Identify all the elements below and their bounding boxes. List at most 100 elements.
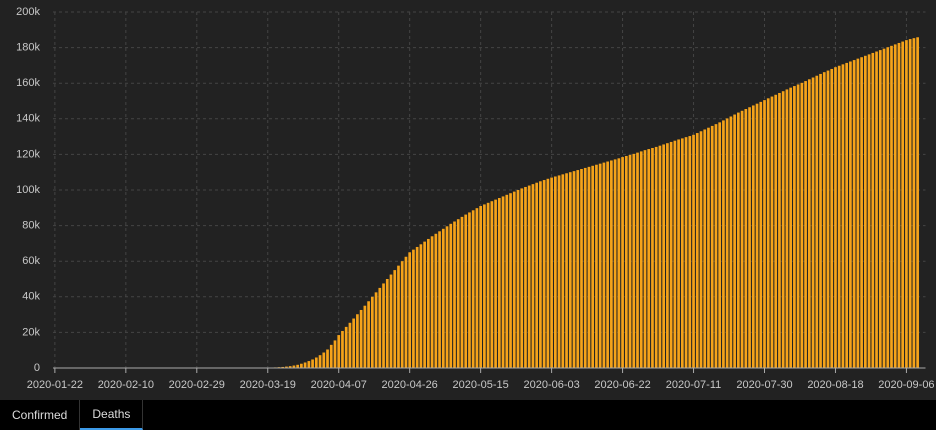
bar <box>326 349 329 368</box>
y-tick-label: 20k <box>22 326 40 338</box>
x-tick-label: 2020-04-07 <box>311 379 367 391</box>
bar <box>598 163 602 368</box>
bar <box>804 81 807 369</box>
bar <box>565 173 568 368</box>
bar <box>793 86 796 368</box>
bar <box>576 170 580 368</box>
y-tick-label: 180k <box>16 42 40 54</box>
y-tick-label: 100k <box>16 184 40 196</box>
bar <box>916 37 919 368</box>
bar <box>438 231 441 368</box>
bar <box>494 199 497 368</box>
bar <box>733 114 736 368</box>
bar <box>875 51 878 369</box>
bar <box>606 161 609 368</box>
bar <box>490 201 494 368</box>
bar <box>486 202 490 368</box>
bar <box>337 335 341 368</box>
bar <box>680 138 684 368</box>
bar <box>837 65 841 369</box>
bar <box>692 134 695 368</box>
bar <box>460 216 464 368</box>
bar <box>912 38 916 368</box>
bar <box>475 208 479 368</box>
bar <box>602 162 606 368</box>
bar <box>849 61 852 368</box>
y-tick-label: 140k <box>16 113 40 125</box>
bar <box>759 101 763 368</box>
bar <box>707 127 710 368</box>
bar <box>568 172 572 368</box>
bar <box>830 68 834 369</box>
bar <box>423 241 426 368</box>
bar <box>878 50 882 368</box>
bar <box>785 89 789 369</box>
y-tick-label: 160k <box>16 77 40 89</box>
bar <box>471 210 475 368</box>
tab[interactable]: Confirmed <box>0 400 81 430</box>
bar <box>374 292 378 368</box>
bar <box>356 314 359 368</box>
bar <box>505 194 509 368</box>
bar <box>370 296 374 368</box>
bar <box>453 221 456 368</box>
bar <box>441 228 445 368</box>
bar <box>497 198 501 368</box>
bar <box>662 144 666 368</box>
bar <box>669 141 673 368</box>
bar <box>815 75 819 368</box>
bar <box>378 287 382 368</box>
bar <box>778 92 781 369</box>
bar <box>445 226 449 368</box>
bar <box>311 359 314 368</box>
y-tick-label: 80k <box>22 220 40 232</box>
bar <box>367 301 370 368</box>
bar <box>341 330 344 368</box>
bar <box>703 129 707 368</box>
x-tick-label: 2020-06-03 <box>523 379 579 391</box>
bar <box>509 193 512 368</box>
bar <box>412 249 415 368</box>
tab[interactable]: Deaths <box>80 400 144 430</box>
bar <box>722 120 725 368</box>
y-tick-label: 0 <box>34 362 40 374</box>
bar <box>740 110 744 368</box>
bar <box>550 177 553 368</box>
x-tick-label: 2020-04-26 <box>382 379 438 391</box>
bar <box>333 340 337 368</box>
bar <box>531 184 535 368</box>
bar <box>755 103 759 369</box>
bar <box>748 107 751 368</box>
bar <box>427 238 430 368</box>
bar <box>430 236 434 368</box>
bar <box>468 212 471 368</box>
bar <box>501 196 505 368</box>
bar <box>822 72 826 368</box>
bar <box>863 55 867 369</box>
bar <box>580 168 583 368</box>
bar <box>654 146 658 368</box>
bar <box>639 151 643 368</box>
bar <box>871 52 875 368</box>
bar <box>643 150 647 368</box>
bar <box>397 265 400 368</box>
bar <box>613 159 617 368</box>
bar <box>789 87 792 369</box>
bar <box>890 45 893 368</box>
bar <box>856 58 860 369</box>
bar <box>807 79 811 368</box>
bar <box>737 112 740 368</box>
bar <box>673 140 677 368</box>
bar <box>636 152 639 368</box>
x-tick-label: 2020-02-10 <box>98 379 154 391</box>
bar <box>718 122 722 368</box>
bar <box>527 185 531 368</box>
bar <box>329 344 333 368</box>
bar <box>796 84 800 369</box>
bar <box>303 362 307 368</box>
bar <box>893 44 897 369</box>
bar <box>908 39 912 368</box>
bar <box>628 154 632 368</box>
x-tick-label: 2020-06-22 <box>594 379 650 391</box>
bar <box>434 233 438 368</box>
